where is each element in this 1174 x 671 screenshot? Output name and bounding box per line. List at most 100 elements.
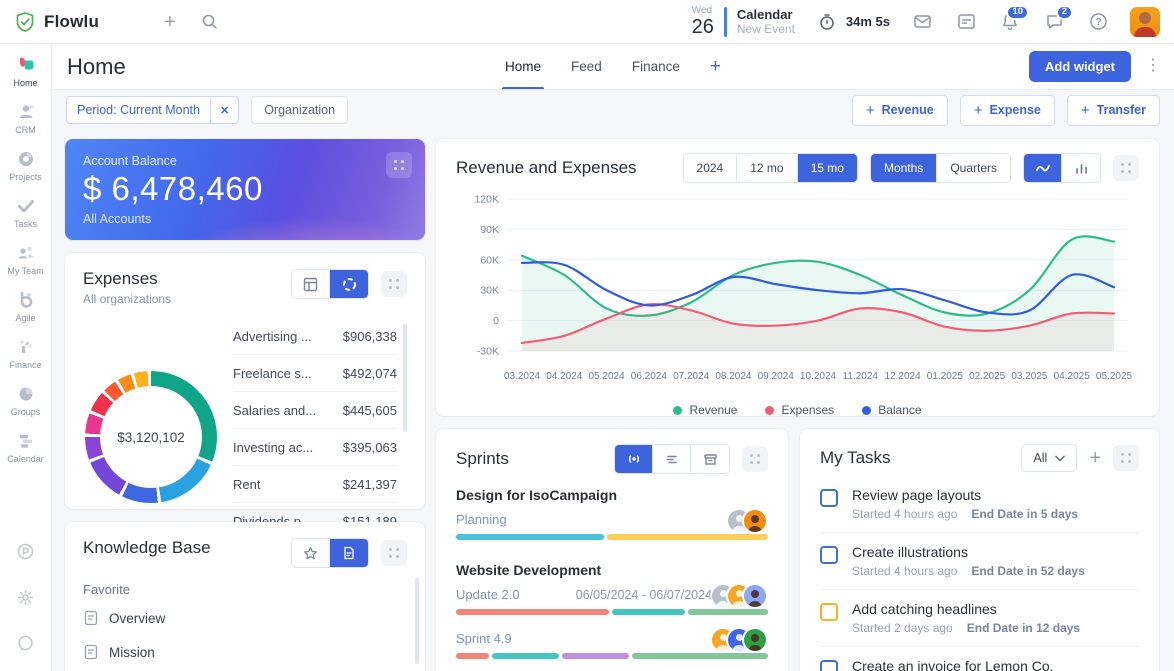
apps-icon[interactable] xyxy=(14,539,38,563)
task-checkbox[interactable] xyxy=(820,660,838,671)
kb-articles-view-button[interactable] xyxy=(330,539,368,567)
new-event-link[interactable]: New Event xyxy=(736,22,795,37)
add-expense-button[interactable]: + Expense xyxy=(959,94,1055,126)
support-chat-icon[interactable] xyxy=(14,631,38,655)
drag-handle-icon[interactable] xyxy=(1113,155,1139,181)
task-row[interactable]: Add catching headlines Started 2 days ago… xyxy=(820,590,1139,647)
chart-title: Revenue and Expenses xyxy=(456,158,637,177)
create-new-icon[interactable]: + xyxy=(164,10,176,33)
sidebar-item-tasks[interactable]: Tasks xyxy=(2,191,50,235)
tab-home[interactable]: Home xyxy=(502,44,545,89)
settings-gear-icon[interactable] xyxy=(14,585,38,609)
period-filter-chip[interactable]: Period: Current Month ✕ xyxy=(66,96,240,124)
sprint-name[interactable]: Planning xyxy=(456,512,507,527)
calendar-widget[interactable]: Wed 26 Calendar New Event xyxy=(692,6,795,38)
expenses-table-view-button[interactable] xyxy=(292,270,330,298)
range-2024-button[interactable]: 2024 xyxy=(683,154,738,182)
task-checkbox[interactable] xyxy=(820,603,838,621)
expense-row[interactable]: Advertising ... $906,338 xyxy=(233,318,397,355)
add-task-icon[interactable]: + xyxy=(1089,447,1101,469)
add-revenue-button[interactable]: + Revenue xyxy=(851,94,948,126)
task-title[interactable]: Create an invoice for Lemon Co. xyxy=(852,658,1054,671)
time-tracker[interactable]: 34m 5s xyxy=(815,10,890,34)
sidebar-item-my-team[interactable]: My Team xyxy=(2,238,50,282)
plus-icon: + xyxy=(865,101,875,119)
task-title[interactable]: Add catching headlines xyxy=(852,601,997,617)
sprint-project-name[interactable]: Design for IsoCampaign xyxy=(456,487,618,503)
backlog-view-button[interactable] xyxy=(653,445,691,473)
help-icon[interactable]: ? xyxy=(1086,10,1110,34)
tab-feed[interactable]: Feed xyxy=(571,59,602,74)
sidebar-item-crm[interactable]: CRM xyxy=(2,97,50,141)
sidebar-item-label: Agile xyxy=(15,313,36,323)
scrollbar[interactable] xyxy=(415,578,419,664)
sprint-name[interactable]: Update 2.0 xyxy=(456,587,520,602)
range-12-mo-button[interactable]: 12 mo xyxy=(737,154,798,182)
group-quarters-button[interactable]: Quarters xyxy=(937,154,1010,182)
expense-row[interactable]: Rent $241,397 xyxy=(233,466,397,503)
drag-handle-icon[interactable] xyxy=(742,446,768,472)
drag-handle-icon[interactable] xyxy=(381,271,407,297)
scrollbar[interactable] xyxy=(403,324,407,432)
mail-icon[interactable] xyxy=(910,10,934,34)
avatar[interactable] xyxy=(742,583,768,609)
notifications-bell-icon[interactable]: 10 xyxy=(998,4,1029,34)
sidebar-item-home[interactable]: Home xyxy=(2,50,50,94)
line-chart-view-button[interactable] xyxy=(1024,154,1062,182)
legend-balance[interactable]: Balance xyxy=(862,403,922,417)
sprint-row[interactable]: Sprint 4.9 xyxy=(456,624,768,668)
sprint-name[interactable]: Sprint 4.9 xyxy=(456,631,512,646)
task-row[interactable]: Review page layouts Started 4 hours ago En… xyxy=(820,476,1139,533)
drag-handle-icon[interactable] xyxy=(381,540,407,566)
line-chart[interactable]: 120K 90K 60K 30K 0 -30K 03.2024 04.2024 05.2024 0… xyxy=(456,189,1139,397)
task-checkbox[interactable] xyxy=(820,546,838,564)
add-transfer-button[interactable]: + Transfer xyxy=(1066,94,1160,126)
tab-finance[interactable]: Finance xyxy=(631,59,680,74)
active-sprints-view-button[interactable] xyxy=(615,445,653,473)
range-15-mo-button[interactable]: 15 mo xyxy=(797,154,857,182)
avatar[interactable] xyxy=(742,627,768,653)
task-title[interactable]: Create illustrations xyxy=(852,544,968,560)
sprint-row[interactable]: Update 2.0 06/05/2024 - 06/07/2024 xyxy=(456,580,768,624)
organization-filter-chip[interactable]: Organization xyxy=(251,96,349,124)
expenses-donut-chart[interactable]: $3,120,102 xyxy=(85,371,217,503)
drag-handle-icon[interactable] xyxy=(1113,445,1139,471)
remove-period-filter-icon[interactable]: ✕ xyxy=(209,97,238,123)
legend-expenses[interactable]: Expenses xyxy=(765,403,834,417)
tasks-filter-dropdown[interactable]: All xyxy=(1021,444,1078,472)
archive-view-button[interactable] xyxy=(691,445,729,473)
sidebar-item-finance[interactable]: Finance xyxy=(2,332,50,376)
bar-chart-view-button[interactable] xyxy=(1062,154,1100,182)
sidebar-item-calendar[interactable]: Calendar xyxy=(2,426,50,470)
avatar[interactable] xyxy=(742,508,768,534)
user-avatar[interactable] xyxy=(1130,6,1160,37)
expenses-donut-view-button[interactable] xyxy=(330,270,368,298)
expense-row[interactable]: Freelance s... $492,074 xyxy=(233,355,397,392)
task-row[interactable]: Create an invoice for Lemon Co.Started 1… xyxy=(820,647,1139,671)
kb-article-mission[interactable]: Mission xyxy=(83,635,407,669)
task-checkbox[interactable] xyxy=(820,489,838,507)
kb-article-overview[interactable]: Overview xyxy=(83,601,407,635)
kb-favorites-view-button[interactable] xyxy=(292,539,330,567)
sprint-project-name[interactable]: Website Development xyxy=(456,562,602,578)
task-row[interactable]: Create illustrations Started 4 hours ago E… xyxy=(820,533,1139,590)
expense-value: $906,338 xyxy=(342,329,397,344)
sidebar-item-agile[interactable]: Agile xyxy=(2,285,50,329)
expense-row[interactable]: Investing ac... $395,063 xyxy=(233,429,397,466)
sidebar-item-projects[interactable]: Projects xyxy=(2,144,50,188)
task-title[interactable]: Review page layouts xyxy=(852,487,982,503)
drag-handle-icon[interactable] xyxy=(386,152,412,178)
messenger-icon[interactable]: 2 xyxy=(1042,4,1073,34)
add-tab-icon[interactable]: + xyxy=(709,55,721,77)
sprint-row[interactable]: Planning xyxy=(456,505,768,549)
sidebar-item-groups[interactable]: Groups xyxy=(2,379,50,423)
legend-revenue[interactable]: Revenue xyxy=(673,403,737,417)
flowlu-logo[interactable]: Flowlu xyxy=(14,11,164,33)
expenses-subtitle[interactable]: All organizations xyxy=(83,292,172,306)
add-widget-button[interactable]: Add widget xyxy=(1028,51,1131,82)
search-icon[interactable] xyxy=(198,10,222,34)
more-options-icon[interactable]: ⋮ xyxy=(1145,57,1161,75)
group-months-button[interactable]: Months xyxy=(870,154,938,182)
expense-row[interactable]: Salaries and... $445,605 xyxy=(233,392,397,429)
feed-icon[interactable] xyxy=(954,10,978,34)
